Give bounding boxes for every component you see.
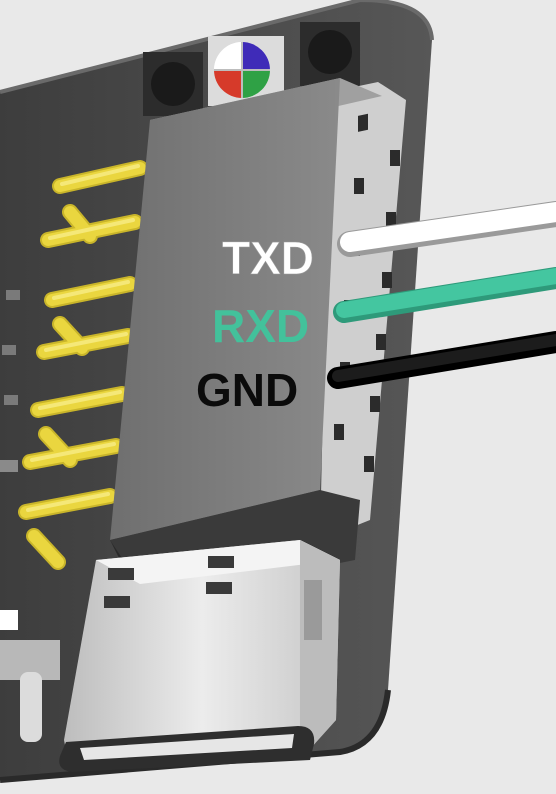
wire-gnd: [327, 331, 556, 389]
label-txd: TXD: [222, 232, 314, 284]
reset-button: [143, 52, 203, 116]
header-pins: [18, 160, 148, 570]
wire-txd: [337, 201, 556, 257]
wire-rxd: [333, 267, 556, 323]
boot-button: [300, 22, 360, 86]
label-rxd: RXD: [212, 300, 309, 352]
left-component: [0, 610, 60, 742]
label-gnd: GND: [196, 364, 298, 416]
usb-c-port-icon: [59, 540, 340, 772]
